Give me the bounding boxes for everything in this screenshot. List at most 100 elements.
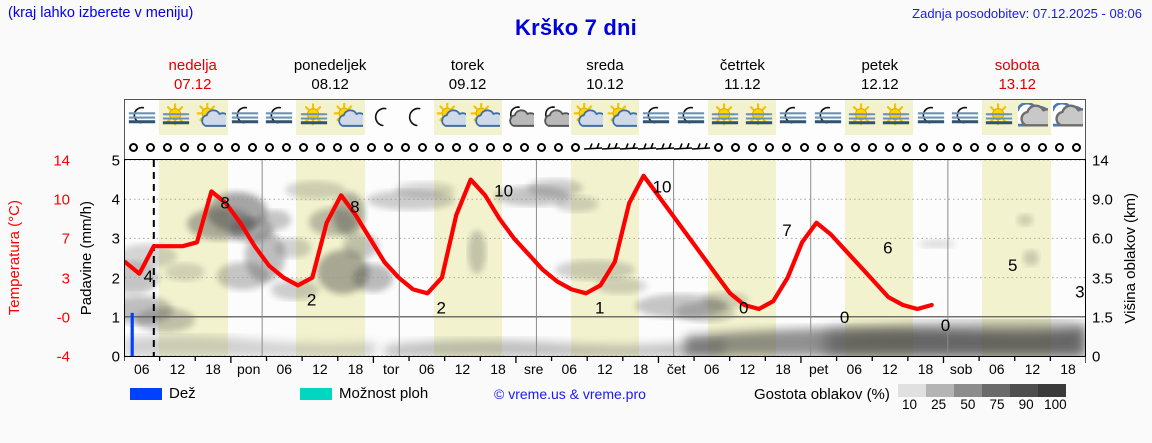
calm-wind-icon bbox=[748, 142, 758, 152]
weather-icon-cell-24 bbox=[948, 100, 982, 135]
wind-slot-43 bbox=[864, 142, 881, 152]
precip-ticks-2: 3 bbox=[111, 230, 120, 248]
x-tick-label-3: pon bbox=[237, 361, 261, 377]
wind-barb-icon bbox=[584, 142, 603, 150]
day-date: 10.12 bbox=[586, 76, 624, 93]
page-title: Krško 7 dni bbox=[514, 15, 637, 40]
weather-icon-cell-11 bbox=[502, 100, 536, 135]
cloud-blob-18 bbox=[271, 280, 319, 300]
cloud-height-tick-labels: 14 9.0 6.0 3.5 1.5 0 bbox=[1090, 153, 1124, 366]
weather-plot[interactable]: 4 8 2 8 2 10 1 10 0 7 0 6 0 5 3 bbox=[124, 159, 1086, 357]
temp-label-14: 3 bbox=[1075, 283, 1084, 302]
weather-icon-cell-25 bbox=[982, 100, 1017, 135]
wind-slot-22 bbox=[499, 142, 516, 152]
calm-wind-icon bbox=[231, 142, 241, 152]
cloud-blob-20 bbox=[395, 182, 455, 198]
sun-cloud-icon bbox=[607, 102, 638, 127]
credit-link[interactable]: © vreme.us & vreme.pro bbox=[494, 386, 646, 402]
precipitation-axis-title: Padavine (mm/h) bbox=[78, 200, 95, 316]
moon-wind-icon bbox=[231, 106, 259, 123]
weather-icon-cell-1 bbox=[159, 100, 194, 135]
wind-slot-49 bbox=[966, 142, 983, 152]
wind-slot-54 bbox=[1051, 142, 1068, 152]
calm-wind-icon bbox=[1037, 142, 1047, 152]
cloud-ramp-seg-0 bbox=[897, 384, 926, 397]
cloud-blob-26 bbox=[595, 278, 647, 294]
temp-label-1: 8 bbox=[220, 193, 229, 212]
cloud-icon bbox=[1018, 102, 1049, 127]
wind-slot-10 bbox=[295, 142, 312, 152]
wind-slot-51 bbox=[1000, 142, 1017, 152]
temperature-curve bbox=[125, 173, 934, 312]
wind-slot-21 bbox=[482, 142, 499, 152]
menu-hint: (kraj lahko izberete v meniju) bbox=[8, 5, 194, 21]
calm-wind-icon bbox=[418, 142, 428, 152]
cloud-ramp-seg-4 bbox=[1009, 384, 1038, 397]
cloud-ramp-seg-3 bbox=[981, 384, 1010, 397]
moon-icon bbox=[409, 107, 421, 126]
cloud-ticks-3: 3.5 bbox=[1092, 270, 1113, 288]
calm-wind-icon bbox=[333, 142, 343, 152]
calm-wind-icon bbox=[435, 142, 445, 152]
calm-wind-icon bbox=[316, 142, 326, 152]
cloud-ramp-seg-1 bbox=[925, 384, 954, 397]
calm-wind-icon bbox=[537, 142, 547, 152]
day-column-0: nedelja 07.12 bbox=[124, 56, 261, 96]
temperature-value-labels: 4 8 2 8 2 10 1 10 0 7 0 6 0 5 3 bbox=[144, 178, 1085, 335]
x-tick-label-17: 12 bbox=[739, 361, 756, 377]
legend-showers-label: Možnost ploh bbox=[339, 385, 429, 402]
day-name: ponedeljek bbox=[293, 57, 367, 74]
x-tick-label-25: 12 bbox=[1024, 361, 1041, 377]
cloud-blob-25 bbox=[555, 260, 635, 280]
calm-wind-icon bbox=[384, 142, 394, 152]
calm-wind-icon bbox=[918, 142, 928, 152]
cloud-blob-21 bbox=[468, 230, 486, 274]
calm-wind-icon bbox=[401, 142, 411, 152]
temp-label-2: 2 bbox=[307, 290, 316, 309]
wind-slot-2 bbox=[159, 142, 176, 152]
temp-label-13: 5 bbox=[1008, 256, 1017, 275]
wind-slot-26 bbox=[567, 142, 584, 152]
weather-icon-cell-13 bbox=[570, 100, 605, 135]
low-cloud-band-a bbox=[125, 335, 375, 356]
cloud-blob-10 bbox=[259, 210, 291, 230]
cloud-blob-14 bbox=[333, 192, 365, 236]
calm-wind-icon bbox=[935, 142, 945, 152]
temp-ticks-1: 10 bbox=[53, 191, 70, 209]
sun-wind-icon bbox=[163, 102, 190, 125]
wind-slot-8 bbox=[261, 142, 278, 152]
calm-wind-icon bbox=[799, 142, 809, 152]
precip-ticks-3: 2 bbox=[111, 270, 120, 288]
calm-wind-icon bbox=[782, 142, 792, 152]
sun-cloud-icon bbox=[470, 102, 500, 127]
cloud-density-numbers: 10 25 50 75 90 100 bbox=[895, 397, 1070, 412]
cloud-blob-4 bbox=[165, 263, 205, 281]
wind-barb-icon bbox=[638, 142, 657, 150]
x-tick-label-4: 06 bbox=[276, 361, 293, 377]
moon-wind-icon bbox=[951, 106, 979, 123]
x-tick-label-12: 06 bbox=[561, 361, 578, 377]
daylight-band-17 bbox=[707, 160, 743, 356]
precip-ticks-5: 0 bbox=[111, 348, 120, 366]
wind-slot-53 bbox=[1034, 142, 1051, 152]
moon-wind-icon bbox=[129, 106, 156, 123]
cloud-ramp-value-4: 90 bbox=[1018, 397, 1034, 412]
temp-ticks-4: -0 bbox=[56, 309, 70, 327]
x-tick-label-9: 12 bbox=[454, 361, 471, 377]
x-tick-label-0: 06 bbox=[134, 361, 150, 377]
legend-rain-label: Dež bbox=[169, 385, 196, 402]
weather-icon-cell-8 bbox=[399, 100, 433, 135]
day-date: 07.12 bbox=[173, 76, 212, 93]
wind-barb-icon bbox=[656, 142, 675, 150]
calm-wind-icon bbox=[1020, 142, 1030, 152]
calm-wind-icon bbox=[486, 142, 496, 152]
day-name: petek bbox=[861, 57, 899, 74]
cloud-blob-9 bbox=[217, 262, 269, 290]
temp-label-12: 0 bbox=[941, 316, 950, 335]
cloud-ticks-4: 1.5 bbox=[1092, 309, 1113, 327]
x-tick-label-23: sob bbox=[949, 361, 973, 377]
temperature-axis-title: Temperatura (°C) bbox=[6, 199, 23, 316]
moon-wind-icon bbox=[814, 106, 841, 123]
cloud-ticks-2: 6.0 bbox=[1092, 230, 1113, 248]
calm-wind-icon bbox=[1071, 142, 1081, 152]
